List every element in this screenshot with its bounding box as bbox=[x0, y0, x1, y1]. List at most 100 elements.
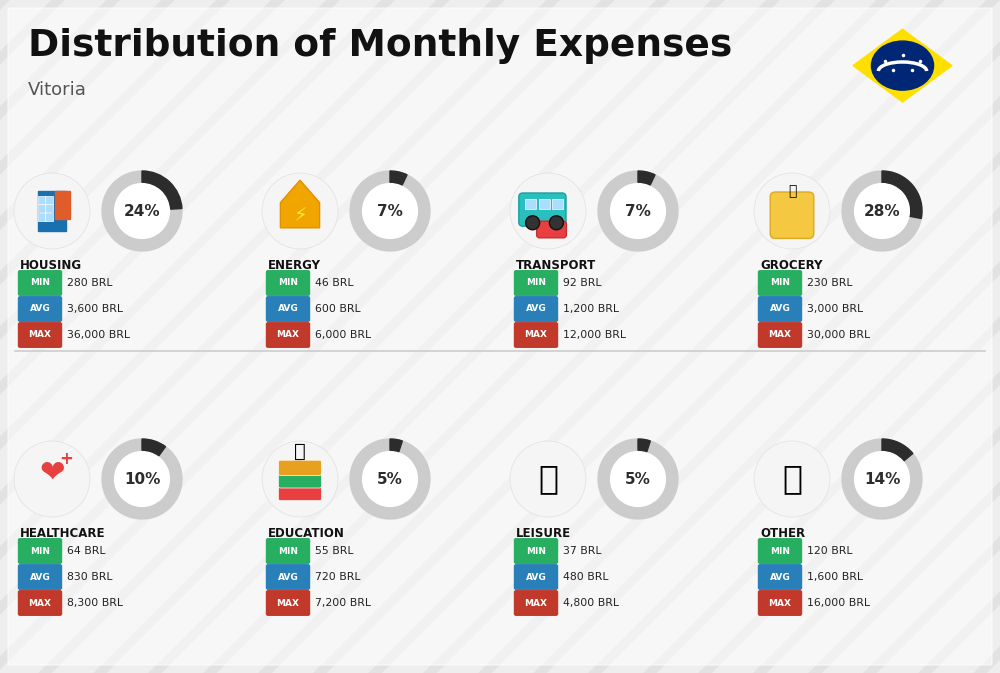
Text: EDUCATION: EDUCATION bbox=[268, 527, 345, 540]
FancyBboxPatch shape bbox=[539, 199, 550, 209]
Text: 120 BRL: 120 BRL bbox=[807, 546, 852, 556]
Text: 30,000 BRL: 30,000 BRL bbox=[807, 330, 870, 340]
Text: AVG: AVG bbox=[30, 304, 50, 314]
Text: AVG: AVG bbox=[770, 304, 790, 314]
Circle shape bbox=[842, 171, 922, 251]
FancyBboxPatch shape bbox=[55, 191, 70, 219]
Text: MIN: MIN bbox=[278, 279, 298, 287]
FancyBboxPatch shape bbox=[514, 539, 558, 563]
Circle shape bbox=[102, 171, 182, 251]
FancyBboxPatch shape bbox=[18, 565, 62, 590]
Text: MIN: MIN bbox=[770, 546, 790, 555]
Text: 🛍: 🛍 bbox=[538, 462, 558, 495]
FancyBboxPatch shape bbox=[514, 323, 558, 347]
FancyBboxPatch shape bbox=[18, 539, 62, 563]
Circle shape bbox=[871, 41, 934, 90]
Text: 7%: 7% bbox=[625, 203, 651, 219]
Circle shape bbox=[350, 171, 430, 251]
Text: 6,000 BRL: 6,000 BRL bbox=[315, 330, 371, 340]
Text: 28%: 28% bbox=[864, 203, 900, 219]
Text: 37 BRL: 37 BRL bbox=[563, 546, 602, 556]
FancyBboxPatch shape bbox=[514, 297, 558, 321]
Text: 36,000 BRL: 36,000 BRL bbox=[67, 330, 130, 340]
FancyBboxPatch shape bbox=[266, 539, 310, 563]
Text: MIN: MIN bbox=[770, 279, 790, 287]
FancyBboxPatch shape bbox=[552, 199, 563, 209]
FancyBboxPatch shape bbox=[759, 323, 802, 347]
Text: 92 BRL: 92 BRL bbox=[563, 278, 602, 288]
Text: 14%: 14% bbox=[864, 472, 900, 487]
Text: AVG: AVG bbox=[30, 573, 50, 581]
Circle shape bbox=[598, 171, 678, 251]
FancyBboxPatch shape bbox=[45, 196, 53, 204]
Text: GROCERY: GROCERY bbox=[760, 259, 822, 272]
FancyBboxPatch shape bbox=[525, 199, 536, 209]
Wedge shape bbox=[598, 171, 678, 251]
Wedge shape bbox=[842, 439, 922, 519]
FancyBboxPatch shape bbox=[278, 473, 322, 488]
Text: MAX: MAX bbox=[524, 598, 548, 608]
FancyBboxPatch shape bbox=[8, 8, 992, 665]
Text: AVG: AVG bbox=[278, 573, 298, 581]
Text: 🎓: 🎓 bbox=[294, 441, 306, 460]
Text: 600 BRL: 600 BRL bbox=[315, 304, 361, 314]
Text: MIN: MIN bbox=[30, 546, 50, 555]
Text: 3,600 BRL: 3,600 BRL bbox=[67, 304, 123, 314]
Text: MAX: MAX bbox=[277, 598, 300, 608]
FancyBboxPatch shape bbox=[514, 271, 558, 295]
Text: ❤: ❤ bbox=[39, 460, 65, 489]
Circle shape bbox=[754, 441, 830, 517]
Polygon shape bbox=[280, 180, 320, 227]
Circle shape bbox=[102, 439, 182, 519]
Text: MIN: MIN bbox=[526, 279, 546, 287]
Text: 280 BRL: 280 BRL bbox=[67, 278, 113, 288]
Text: Distribution of Monthly Expenses: Distribution of Monthly Expenses bbox=[28, 28, 732, 64]
FancyBboxPatch shape bbox=[759, 565, 802, 590]
Text: 💰: 💰 bbox=[782, 462, 802, 495]
Circle shape bbox=[262, 441, 338, 517]
Text: 16,000 BRL: 16,000 BRL bbox=[807, 598, 870, 608]
Text: HEALTHCARE: HEALTHCARE bbox=[20, 527, 106, 540]
Text: TRANSPORT: TRANSPORT bbox=[516, 259, 596, 272]
FancyBboxPatch shape bbox=[266, 271, 310, 295]
FancyBboxPatch shape bbox=[38, 196, 46, 204]
FancyBboxPatch shape bbox=[759, 539, 802, 563]
Wedge shape bbox=[598, 439, 678, 519]
Text: 12,000 BRL: 12,000 BRL bbox=[563, 330, 626, 340]
Text: ENERGY: ENERGY bbox=[268, 259, 321, 272]
FancyBboxPatch shape bbox=[18, 271, 62, 295]
Circle shape bbox=[754, 173, 830, 249]
FancyBboxPatch shape bbox=[18, 297, 62, 321]
Wedge shape bbox=[638, 171, 655, 185]
FancyBboxPatch shape bbox=[514, 591, 558, 615]
FancyBboxPatch shape bbox=[45, 204, 53, 212]
FancyBboxPatch shape bbox=[266, 591, 310, 615]
Text: MAX: MAX bbox=[524, 330, 548, 339]
FancyBboxPatch shape bbox=[759, 297, 802, 321]
Polygon shape bbox=[853, 30, 952, 102]
FancyBboxPatch shape bbox=[18, 591, 62, 615]
Text: 4,800 BRL: 4,800 BRL bbox=[563, 598, 619, 608]
FancyBboxPatch shape bbox=[18, 323, 62, 347]
Circle shape bbox=[350, 439, 430, 519]
FancyBboxPatch shape bbox=[45, 213, 53, 221]
Text: 480 BRL: 480 BRL bbox=[563, 572, 609, 582]
Circle shape bbox=[262, 173, 338, 249]
FancyBboxPatch shape bbox=[38, 204, 46, 212]
FancyBboxPatch shape bbox=[770, 192, 814, 238]
Wedge shape bbox=[842, 171, 922, 251]
Circle shape bbox=[14, 173, 90, 249]
Circle shape bbox=[526, 216, 540, 229]
FancyBboxPatch shape bbox=[537, 221, 566, 238]
Text: 55 BRL: 55 BRL bbox=[315, 546, 354, 556]
Text: MAX: MAX bbox=[28, 598, 52, 608]
Text: MIN: MIN bbox=[278, 546, 298, 555]
Text: 5%: 5% bbox=[625, 472, 651, 487]
FancyBboxPatch shape bbox=[759, 591, 802, 615]
Text: AVG: AVG bbox=[278, 304, 298, 314]
Circle shape bbox=[842, 439, 922, 519]
FancyBboxPatch shape bbox=[759, 271, 802, 295]
Text: AVG: AVG bbox=[526, 304, 546, 314]
Circle shape bbox=[14, 441, 90, 517]
Text: MAX: MAX bbox=[768, 598, 792, 608]
